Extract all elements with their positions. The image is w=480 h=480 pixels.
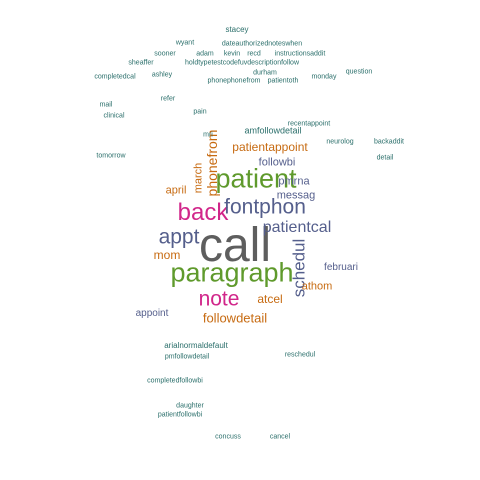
word-cancel: cancel bbox=[269, 433, 291, 441]
word-patient: patient bbox=[215, 163, 297, 194]
word-appt: appt bbox=[158, 225, 200, 249]
word-reschedul: reschedul bbox=[284, 351, 316, 359]
word-phonefrom: phonefrom bbox=[204, 129, 220, 197]
word-followbi: followbi bbox=[258, 156, 296, 169]
word-adam: adam bbox=[196, 50, 214, 58]
word-detail: detail bbox=[376, 154, 394, 162]
word-note: note bbox=[198, 287, 240, 311]
word-monday: monday bbox=[311, 73, 337, 81]
word-recd: recd bbox=[247, 50, 261, 58]
word-back: back bbox=[177, 199, 229, 226]
word-patientappoint: patientappoint bbox=[232, 140, 308, 154]
word-fontphon: fontphon bbox=[224, 195, 306, 219]
word-daughter: daughter bbox=[176, 402, 204, 410]
word-atcel: atcel bbox=[257, 292, 283, 306]
word-mail: mail bbox=[99, 101, 113, 109]
word-march: march bbox=[192, 162, 205, 194]
word-tomorrow: tomorrow bbox=[96, 152, 126, 160]
word-februari: februari bbox=[324, 262, 358, 273]
word-durham: durham bbox=[253, 69, 277, 77]
word-messag: messag bbox=[276, 189, 316, 202]
word-backaddit: backaddit bbox=[374, 138, 404, 146]
word-pain: pain bbox=[193, 108, 207, 116]
word-april: april bbox=[165, 184, 187, 197]
word-paragraph: paragraph bbox=[170, 257, 294, 288]
word-ashley: ashley bbox=[151, 71, 173, 79]
word-question: question bbox=[345, 68, 373, 76]
word-call: call bbox=[198, 219, 272, 272]
word-phonephonefrom: phonephonefrom bbox=[207, 77, 261, 85]
word-followdetail: followdetail bbox=[202, 310, 268, 326]
word-patientfollowbi: patientfollowbi bbox=[157, 411, 203, 419]
word-refer: refer bbox=[160, 95, 176, 103]
word-mom: mom bbox=[153, 248, 181, 262]
word-recentappoint: recentappoint bbox=[287, 120, 331, 128]
word-clinical: clinical bbox=[103, 112, 125, 120]
word-appoint: appoint bbox=[135, 308, 169, 319]
word-stacey: stacey bbox=[225, 25, 249, 34]
word-instructionsaddit: instructionsaddit bbox=[274, 50, 326, 58]
word-wyant: wyant bbox=[175, 39, 195, 47]
word-patientoth: patientoth bbox=[267, 77, 299, 85]
word-dateauthorizednoteswhen: dateauthorizednoteswhen bbox=[221, 40, 303, 48]
word-pmrna: pmrna bbox=[278, 175, 310, 188]
word-kevin: kevin bbox=[223, 50, 241, 58]
word-amfollowdetail: amfollowdetail bbox=[244, 125, 302, 136]
word-concuss: concuss bbox=[215, 433, 241, 441]
word-holdtype: holdtypetestcodefuvdescriptionfollow bbox=[184, 59, 300, 67]
word-sooner: sooner bbox=[154, 50, 176, 58]
word-pmfollowdetail: pmfollowdetail bbox=[164, 353, 210, 361]
word-patientcal: patientcal bbox=[262, 219, 332, 236]
word-completedfollowbi: completedfollowbi bbox=[147, 377, 203, 385]
word-neurolog: neurolog bbox=[326, 138, 354, 146]
word-mri: mri bbox=[203, 131, 213, 139]
word-completedcal: completedcal bbox=[94, 73, 136, 81]
word-arialnormaldefault: arialnormaldefault bbox=[164, 341, 228, 350]
word-sheaffer: sheaffer bbox=[128, 59, 154, 67]
word-athom: athom bbox=[301, 280, 333, 293]
